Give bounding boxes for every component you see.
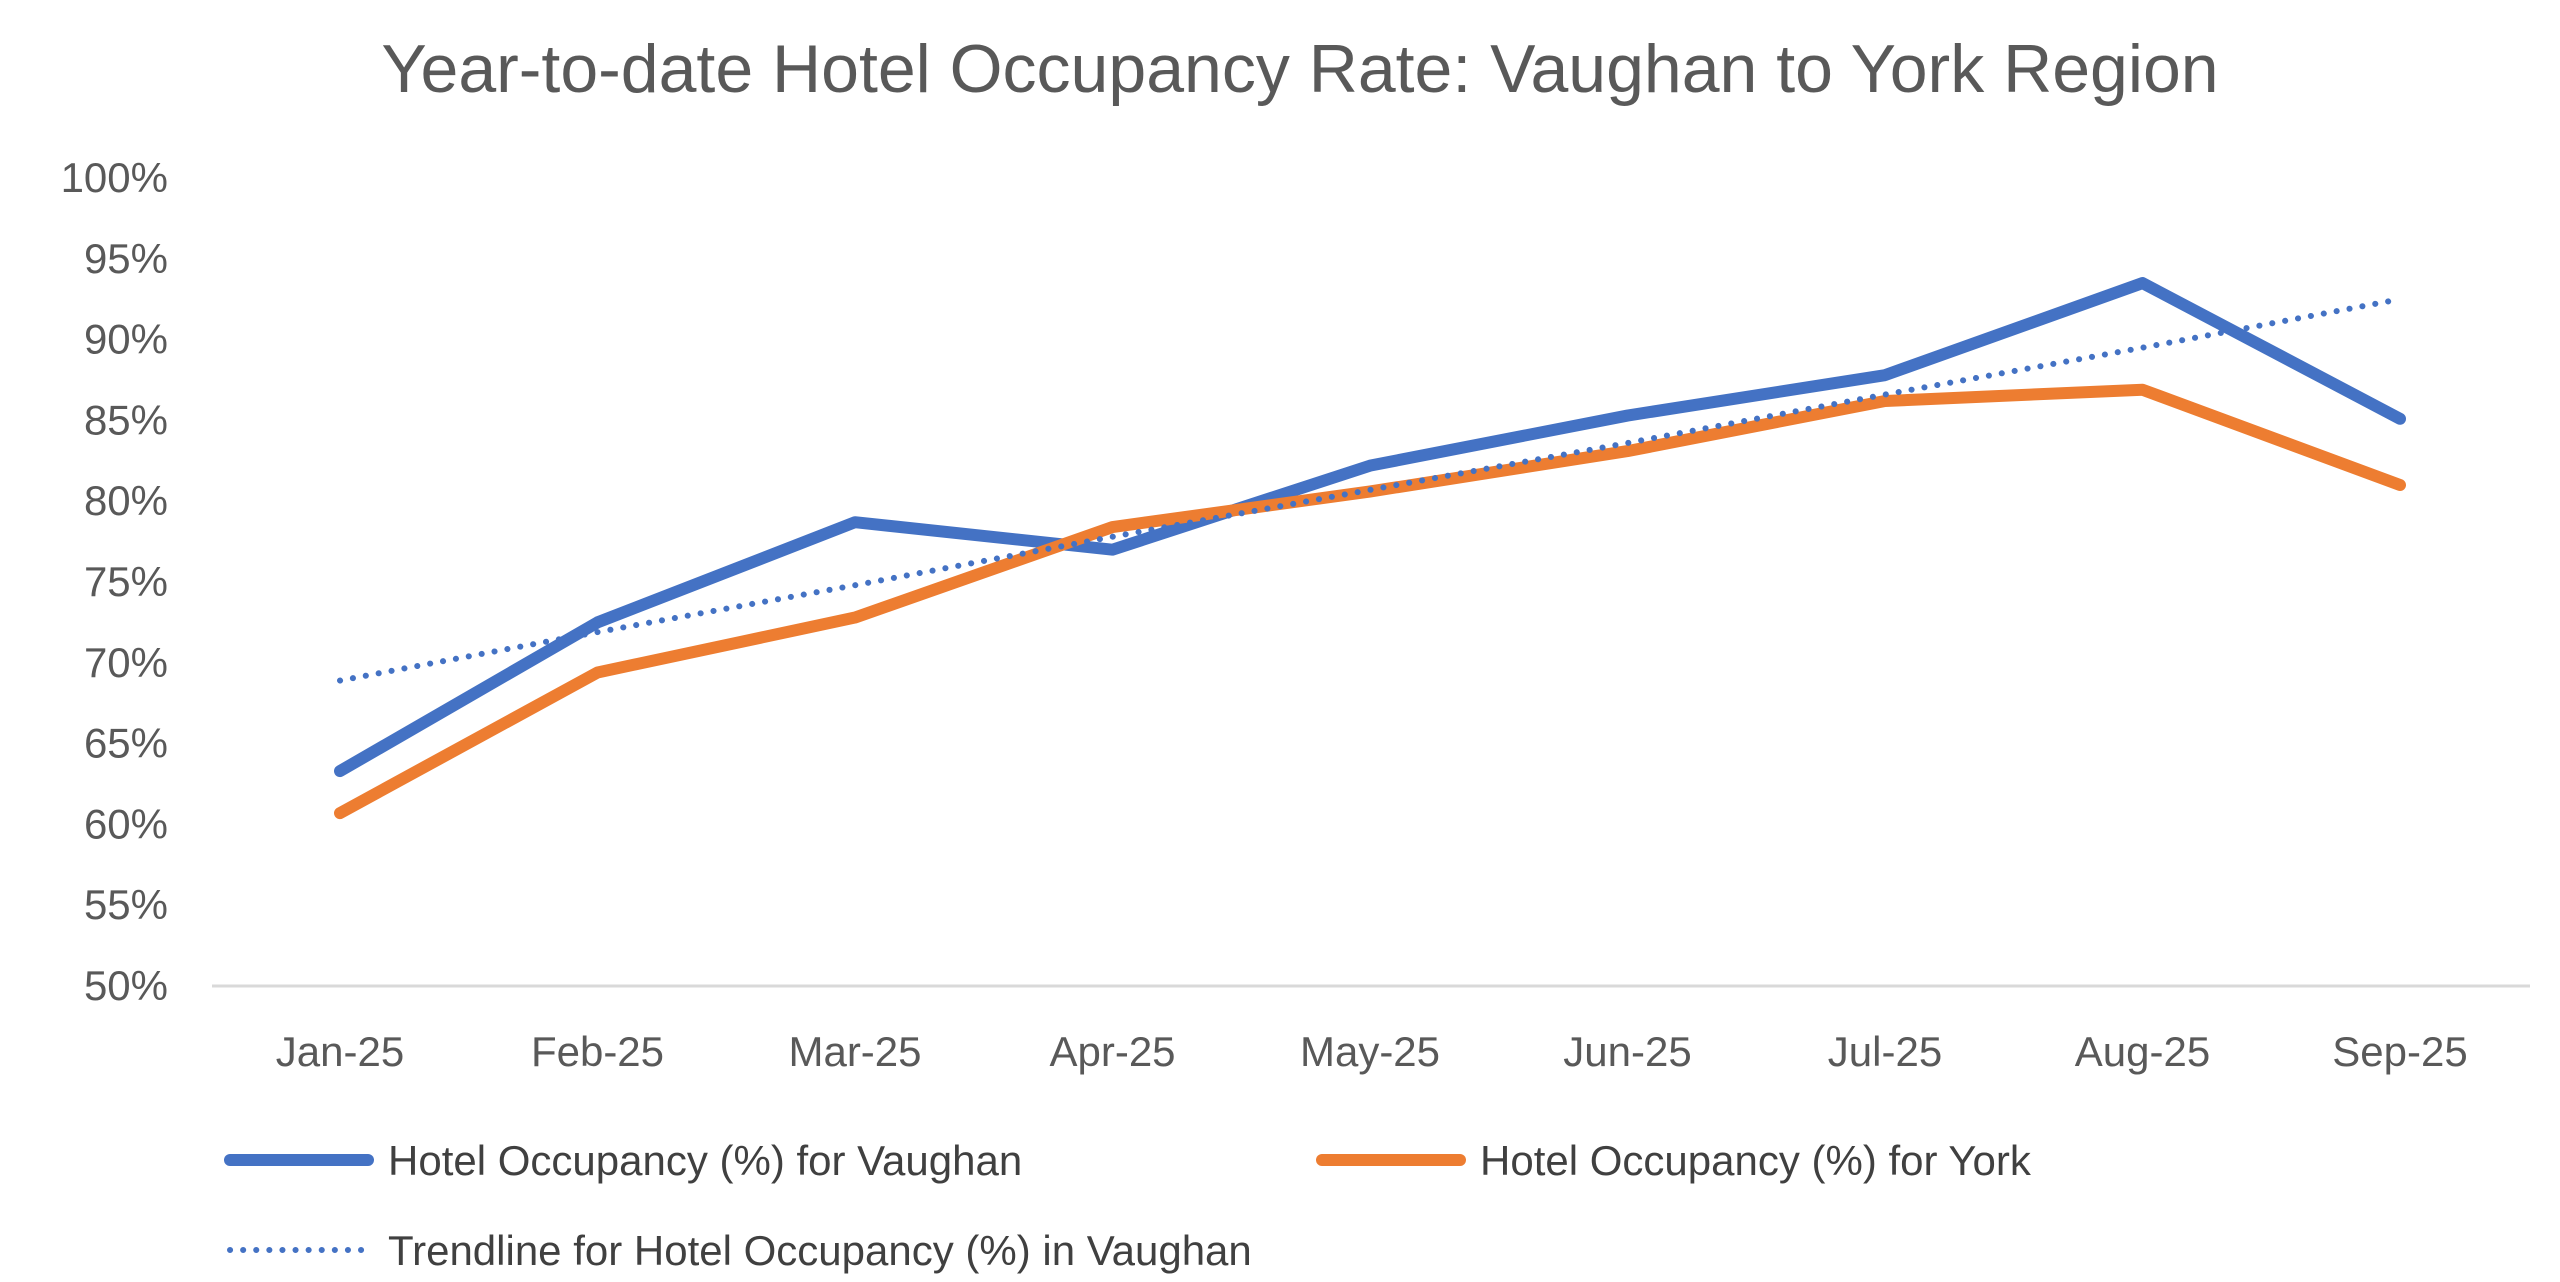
x-tick-label: Jul-25 [1828, 1028, 1942, 1075]
x-tick-label: May-25 [1300, 1028, 1440, 1075]
chart-title: Year-to-date Hotel Occupancy Rate: Vaugh… [381, 31, 2218, 107]
x-tick-label: Apr-25 [1049, 1028, 1175, 1075]
legend-item: Trendline for Hotel Occupancy (%) in Vau… [227, 1227, 1252, 1274]
legend-item: Hotel Occupancy (%) for York [1316, 1137, 2032, 1184]
legend-label: Trendline for Hotel Occupancy (%) in Vau… [388, 1227, 1252, 1274]
x-tick-label: Jun-25 [1563, 1028, 1691, 1075]
y-tick-label: 100% [61, 154, 168, 201]
y-tick-label: 50% [84, 962, 168, 1009]
x-tick-label: Mar-25 [788, 1028, 921, 1075]
series-line-trendline [337, 296, 2403, 684]
y-tick-label: 55% [84, 881, 168, 928]
y-tick-label: 60% [84, 800, 168, 847]
x-tick-label: Feb-25 [531, 1028, 664, 1075]
y-tick-label: 85% [84, 396, 168, 443]
y-tick-label: 75% [84, 558, 168, 605]
x-tick-label: Sep-25 [2332, 1028, 2467, 1075]
x-tick-label: Aug-25 [2075, 1028, 2210, 1075]
legend-label: Hotel Occupancy (%) for Vaughan [388, 1137, 1022, 1184]
legend-item: Hotel Occupancy (%) for Vaughan [224, 1137, 1022, 1184]
y-tick-label: 65% [84, 720, 168, 767]
y-tick-label: 80% [84, 477, 168, 524]
series-line-vaughan [334, 277, 2406, 778]
series-group [334, 277, 2406, 820]
legend-label: Hotel Occupancy (%) for York [1480, 1137, 2032, 1184]
y-axis-labels: 50% 55% 60% 65% 70% 75% 80% 85% 90% 95% 100% [61, 154, 168, 1009]
y-tick-label: 95% [84, 235, 168, 282]
x-tick-label: Jan-25 [276, 1028, 404, 1075]
y-tick-label: 90% [84, 316, 168, 363]
legend: Hotel Occupancy (%) for Vaughan Hotel Occ… [224, 1137, 2032, 1274]
y-tick-label: 70% [84, 639, 168, 686]
x-axis-labels: Jan-25 Feb-25 Mar-25 Apr-25 May-25 Jun-25 Jul-… [276, 1028, 2468, 1075]
